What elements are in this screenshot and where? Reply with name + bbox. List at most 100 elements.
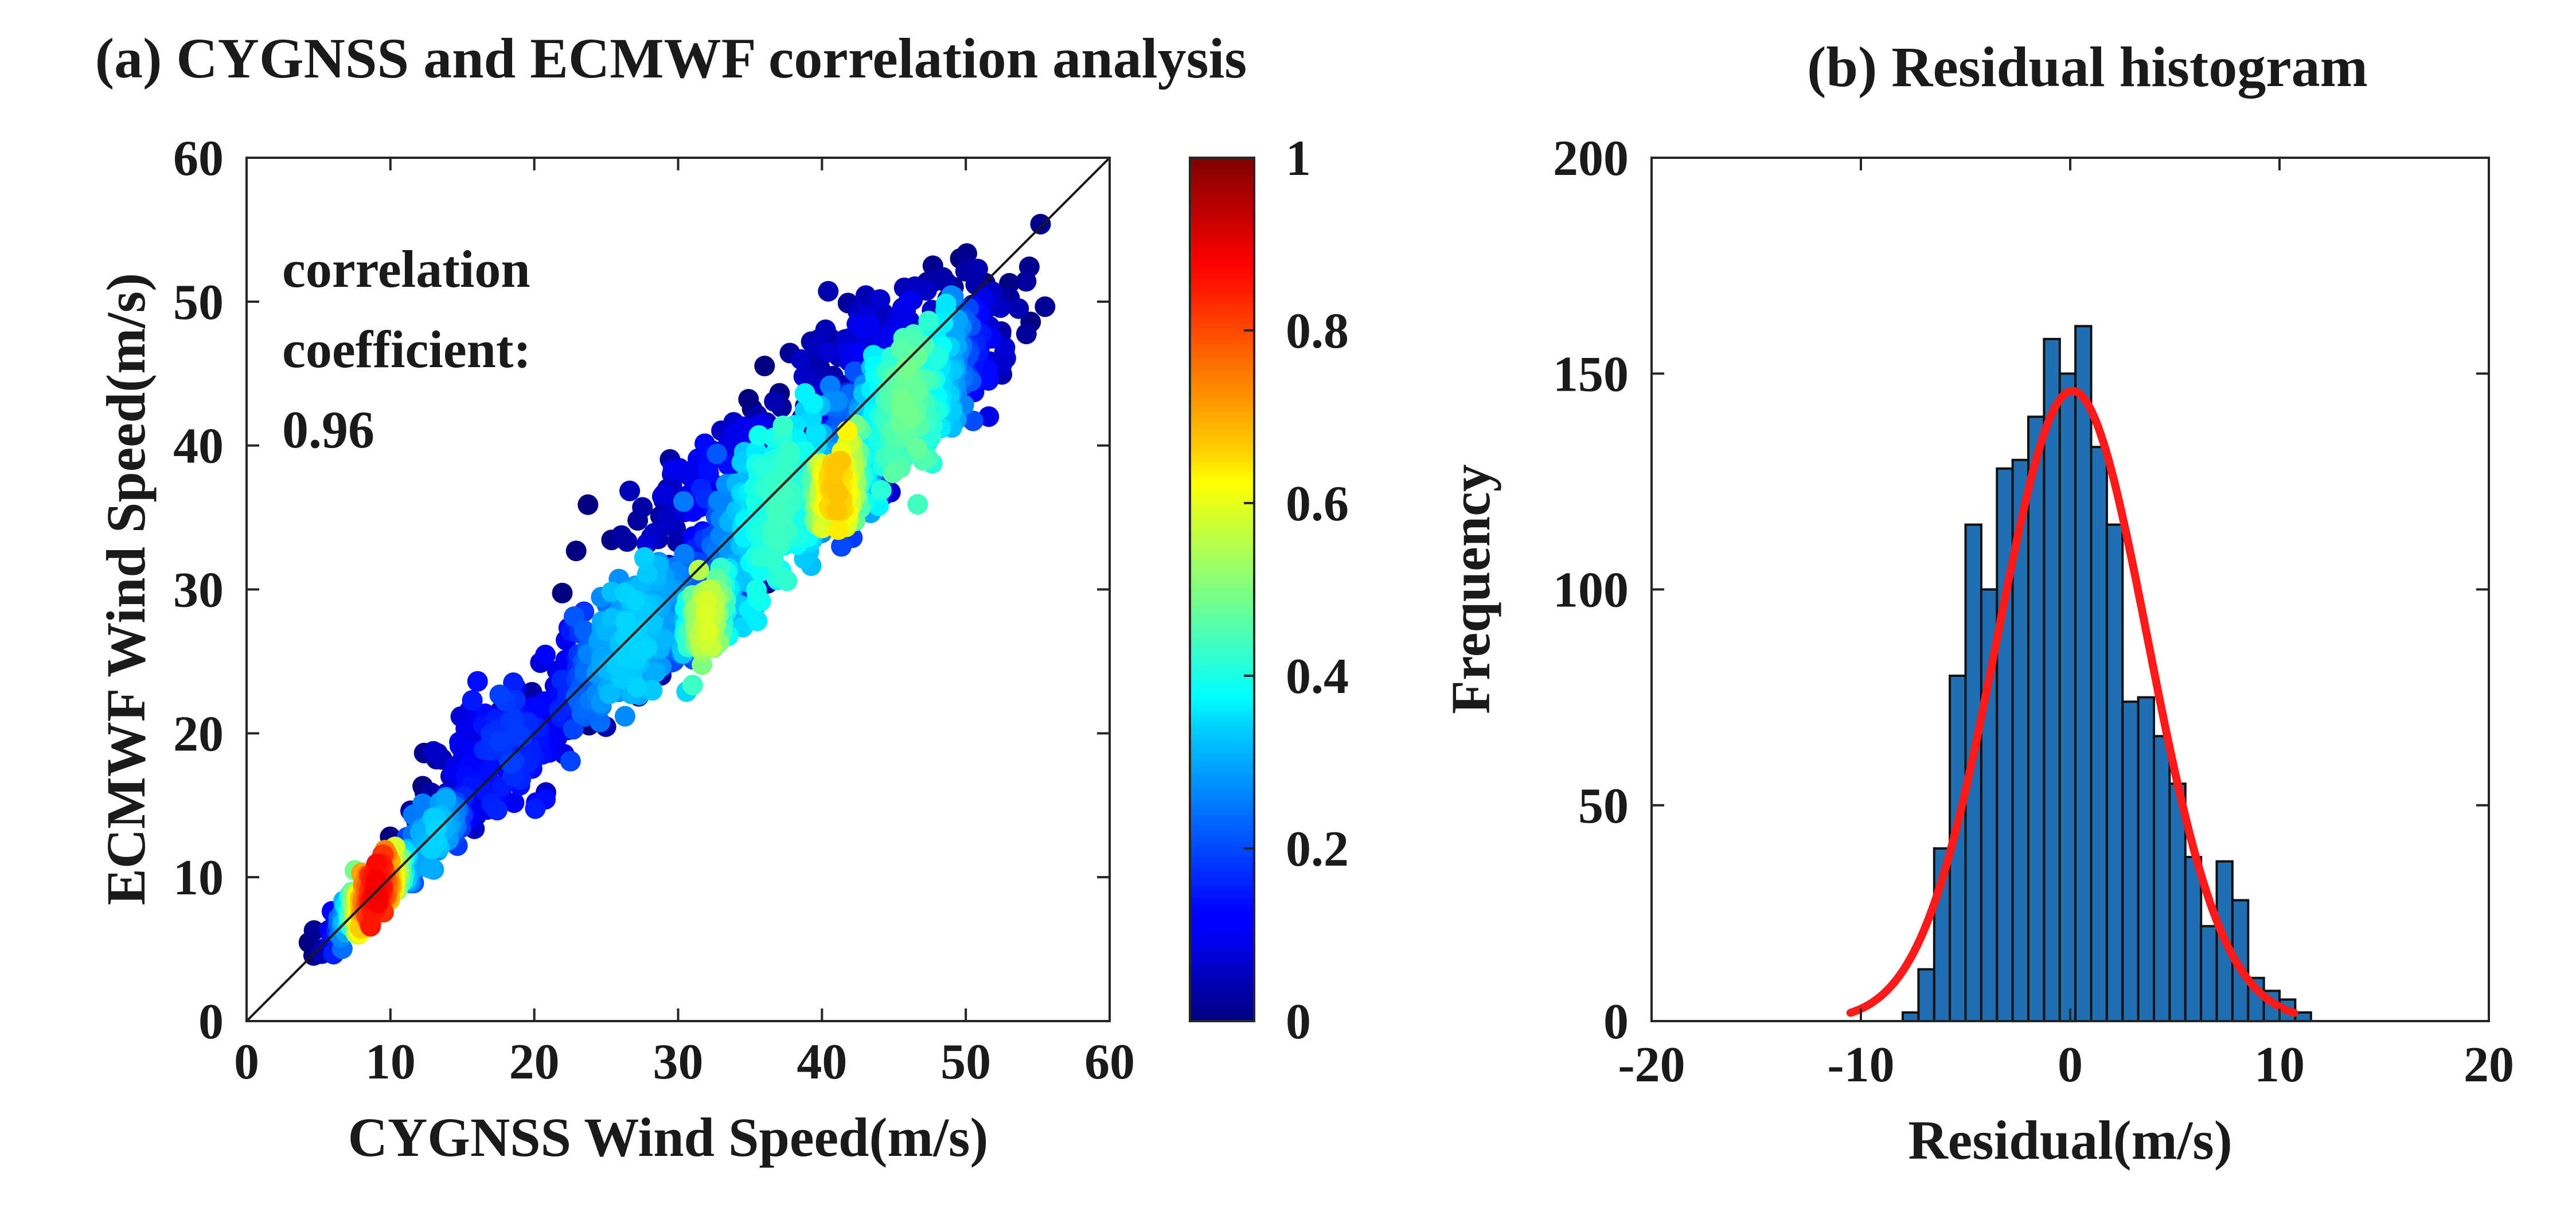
x-tick-label: 0 — [2058, 1037, 2083, 1093]
panel-b-frame — [1650, 157, 2490, 1022]
scatter-point — [776, 570, 798, 591]
scatter-point — [634, 547, 655, 568]
scatter-point — [907, 494, 928, 515]
scatter-point — [978, 370, 999, 391]
histogram-bar — [2058, 372, 2077, 1023]
scatter-point — [746, 579, 767, 601]
scatter-point — [645, 662, 666, 683]
histogram-bar — [2121, 700, 2140, 1022]
panel-a-frame — [245, 157, 1111, 1022]
scatter-point — [764, 391, 785, 412]
scatter-point — [772, 415, 794, 437]
annotation-line-3: 0.96 — [282, 400, 374, 459]
scatter-point — [819, 375, 841, 396]
scatter-point — [489, 684, 510, 706]
scatter-point — [637, 563, 658, 584]
scatter-point — [590, 711, 611, 733]
scatter-point — [779, 441, 800, 462]
scatter-point — [535, 644, 556, 665]
scatter-point — [573, 620, 595, 641]
scatter-point — [828, 482, 848, 504]
scatter-point — [599, 683, 620, 704]
histogram-bar — [2184, 856, 2203, 1022]
scatter-point — [419, 858, 440, 879]
x-tick-label: -10 — [1827, 1037, 1894, 1093]
scatter-point — [673, 491, 694, 512]
panel-a-xlabel: CYGNSS Wind Speed(m/s) — [348, 1107, 989, 1168]
scatter-point — [662, 458, 684, 480]
scatter-point — [565, 540, 587, 562]
colorbar-tick-label: 0.8 — [1286, 303, 1349, 359]
scatter-point — [616, 531, 638, 552]
scatter-point — [812, 517, 833, 539]
scatter-point — [682, 675, 703, 696]
scatter-point — [615, 610, 636, 631]
scatter-point — [625, 590, 645, 611]
scatter-point — [899, 290, 920, 311]
panel-a-annotation: correlation coefficient: 0.96 — [282, 240, 531, 459]
panel-b-xlabel: Residual(m/s) — [1908, 1109, 2232, 1171]
y-tick-label: 100 — [1553, 563, 1629, 618]
panel-a-title: (a) CYGNSS and ECMWF correlation analysi… — [95, 26, 1247, 90]
panel-a-ylabel: ECMWF Wind Speed(m/s) — [95, 273, 157, 905]
panel-a-ticks: 0 10 20 30 40 50 60 0 10 20 30 40 50 60 — [173, 131, 1135, 1090]
scatter-point — [967, 259, 988, 279]
scatter-point — [1016, 271, 1037, 292]
scatter-point — [793, 366, 814, 387]
histogram-bar — [2043, 338, 2061, 1022]
scatter-point — [696, 602, 717, 623]
scatter-point — [891, 338, 912, 360]
scatter-point — [698, 462, 719, 484]
histogram-bar — [1902, 1011, 1920, 1022]
scatter-point — [1030, 213, 1051, 235]
panel-a-points — [298, 213, 1056, 966]
scatter-point — [487, 800, 508, 821]
scatter-point — [775, 459, 797, 481]
scatter-point — [774, 480, 795, 500]
colorbar-gradient — [1189, 157, 1255, 1022]
scatter-point — [707, 443, 728, 465]
histogram-bar — [2200, 925, 2218, 1022]
scatter-point — [818, 281, 839, 302]
scatter-point — [653, 484, 674, 505]
scatter-point — [577, 494, 599, 515]
scatter-point — [552, 582, 573, 603]
histogram-bar — [2027, 415, 2046, 1022]
scatter-point — [767, 528, 789, 550]
y-tick-label: 40 — [173, 419, 224, 474]
x-tick-label: -20 — [1618, 1037, 1685, 1093]
colorbar-tick-label: 1 — [1286, 131, 1311, 186]
scatter-point — [1016, 324, 1037, 345]
scatter-point — [426, 817, 446, 839]
scatter-point — [896, 357, 917, 377]
scatter-point — [962, 410, 983, 431]
scatter-point — [818, 341, 839, 363]
x-tick-label: 60 — [1084, 1034, 1135, 1090]
y-tick-label: 150 — [1553, 346, 1629, 402]
x-tick-label: 20 — [509, 1034, 560, 1090]
scatter-point — [412, 793, 434, 815]
scatter-point — [632, 497, 653, 518]
scatter-point — [826, 500, 848, 521]
scatter-point — [708, 490, 729, 512]
y-tick-label: 20 — [173, 706, 224, 762]
scatter-point — [907, 438, 928, 459]
scatter-point — [365, 883, 386, 905]
scatter-point — [489, 731, 510, 752]
x-tick-label: 20 — [2464, 1037, 2514, 1093]
scatter-point — [360, 916, 381, 937]
scatter-point — [767, 497, 788, 519]
scatter-point — [802, 393, 823, 414]
x-tick-label: 30 — [653, 1034, 704, 1090]
panel-a-reference-line — [245, 157, 1111, 1022]
y-tick-label: 50 — [173, 275, 224, 330]
scatter-point — [525, 798, 546, 819]
scatter-point — [869, 289, 891, 310]
scatter-point — [467, 671, 488, 692]
scatter-point — [926, 349, 947, 370]
panel-b-histogram: (b) Residual histogram -20 -10 0 10 20050100… — [1440, 35, 2514, 1171]
x-tick-label: 40 — [797, 1034, 847, 1090]
scatter-point — [504, 792, 525, 813]
